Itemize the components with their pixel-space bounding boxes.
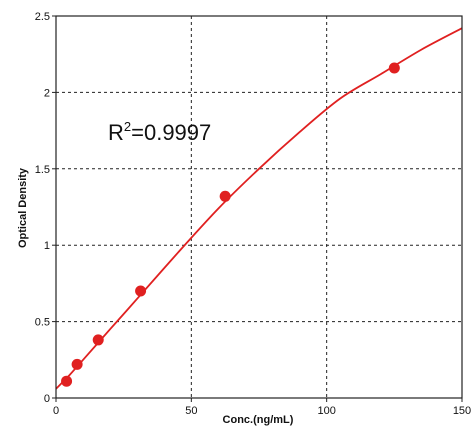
x-tick-label: 150 [453, 405, 471, 417]
y-axis-title: Optical Density [17, 167, 29, 248]
x-tick-label: 100 [317, 405, 335, 417]
fit-curve-layer [55, 27, 463, 390]
y-tick-label: 0.5 [35, 317, 50, 329]
r-squared-value: =0.9997 [131, 120, 211, 145]
data-point [135, 285, 147, 297]
r-squared-superscript: 2 [124, 119, 131, 134]
data-point [219, 190, 231, 202]
data-points-layer [61, 62, 400, 387]
x-tick-label: 0 [53, 405, 59, 417]
data-point [388, 62, 400, 74]
y-tick-label: 1 [44, 240, 50, 252]
fit-curve-line [55, 27, 463, 390]
r-squared-annotation: R2=0.9997 [108, 119, 211, 145]
r-squared-prefix: R [108, 120, 124, 145]
grid-lines [56, 16, 462, 398]
y-tick-label: 0 [44, 393, 50, 405]
y-tick-labels: 0 0.5 1 1.5 2 2.5 [35, 11, 50, 405]
data-point [61, 375, 73, 387]
y-tick-label: 2 [44, 87, 50, 99]
data-point [71, 358, 83, 370]
plot-frame [55, 15, 463, 399]
x-tick-label: 50 [185, 405, 197, 417]
axes [52, 15, 463, 402]
data-point [92, 334, 104, 346]
y-tick-label: 2.5 [35, 11, 50, 23]
x-axis-title: Conc.(ng/mL) [223, 414, 294, 426]
y-tick-label: 1.5 [35, 164, 50, 176]
x-tick-labels: 0 50 100 150 [53, 405, 471, 417]
